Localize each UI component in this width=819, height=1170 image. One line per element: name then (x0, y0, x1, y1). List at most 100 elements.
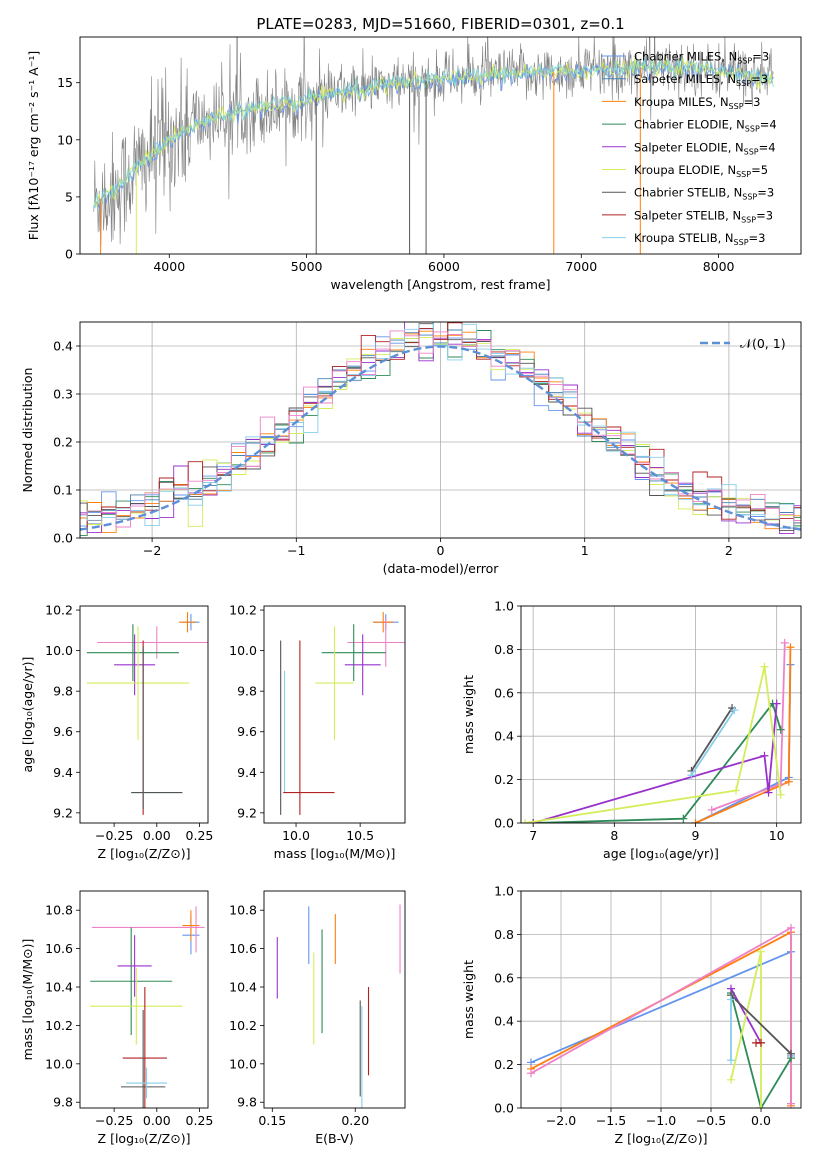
y-tick-label: 9.6 (237, 724, 257, 739)
age-vs-mass-axes: 10.0 10.5 9.2 9.4 9.6 9.8 10.0 10.2 mass [log₁₀(… (229, 603, 395, 861)
x-tick-label: 0.25 (186, 1113, 214, 1128)
x-tick-label: 0.20 (341, 1113, 369, 1128)
mass-vs-Z-points (90, 906, 205, 1108)
weight-marker (757, 947, 765, 956)
errorbar-point (90, 927, 173, 1036)
x-tick-label: 8 (610, 828, 618, 843)
y-tick-label: 10.6 (229, 941, 257, 956)
y-tick-label: 0.8 (494, 927, 514, 942)
x-tick-label: 7 (529, 828, 537, 843)
errorbar-point (178, 612, 197, 633)
y-axis-label: mass [log₁₀(M/M⊙)] (20, 939, 35, 1061)
errorbar-point (315, 626, 354, 740)
y-tick-label: 0.2 (494, 1057, 514, 1072)
weight-marker (764, 788, 773, 797)
y-tick-label: 10.0 (229, 1056, 257, 1071)
y-tick-label: 9.8 (237, 1095, 257, 1110)
y-axis-label: Normed distribution (20, 368, 35, 493)
x-tick-label: −2.0 (546, 1113, 576, 1128)
x-tick-label: 0.15 (258, 1113, 286, 1128)
y-tick-label: 10.8 (45, 903, 73, 918)
weight-marker (679, 814, 688, 823)
x-tick-label: 0.00 (143, 828, 171, 843)
x-tick-label: 1 (581, 543, 589, 558)
age-vs-Z-frame (79, 605, 209, 824)
legend-entry: Chabrier STELIB, NSSP=3 (634, 186, 774, 202)
legend-label: Chabrier STELIB, N (634, 186, 742, 200)
legend-suffix: =3 (752, 50, 769, 64)
legend-suffix: =4 (759, 140, 776, 154)
y-tick-label: 9.8 (237, 684, 257, 699)
legend-entry: Kroupa ELODIE, NSSP=5 (634, 163, 768, 179)
x-axis-label: mass [log₁₀(M/M⊙)] (274, 846, 396, 861)
y-tick-label: 0.6 (494, 970, 514, 985)
y-axis-label: mass weight (461, 960, 476, 1039)
x-tick-label: 5000 (291, 259, 323, 274)
y-tick-label: 10.0 (45, 1056, 73, 1071)
chart-title: PLATE=0283, MJD=51660, FIBERID=0301, z=0… (256, 15, 624, 33)
legend-entry: Salpeter ELODIE, NSSP=4 (634, 140, 776, 156)
spectrum-axes: 4000 5000 6000 7000 8000 0 5 10 15 wavelength [An… (26, 51, 735, 292)
y-tick-label: 10.8 (229, 903, 257, 918)
y-tick-label: 10.2 (229, 603, 257, 618)
legend-suffix: =3 (756, 208, 773, 222)
weight-vs-age-frame (520, 605, 802, 824)
legend-suffix: =3 (757, 186, 774, 200)
errorbar-point (126, 1067, 168, 1099)
errorbar-point (347, 618, 405, 667)
weight-marker (691, 819, 700, 823)
mass-vs-ebv-axes: 0.15 0.20 9.8 10.0 10.2 10.4 10.6 10.8 E(B-V) (229, 903, 369, 1146)
mass-vs-Z-axes: −0.25 0.00 0.25 9.8 10.0 10.2 10.4 10.6 10.8 Z [l… (20, 903, 213, 1146)
legend-suffix: =5 (751, 163, 768, 177)
y-tick-label: 0.8 (494, 642, 514, 657)
normal-curve (80, 345, 801, 531)
weight-marker (760, 662, 769, 671)
weight-marker (772, 699, 781, 708)
x-tick-label: −1.5 (596, 1113, 626, 1128)
weight-marker (757, 1038, 765, 1047)
y-tick-label: 9.2 (53, 805, 73, 820)
y-tick-label: 10.6 (45, 941, 73, 956)
weight-marker (727, 1056, 735, 1065)
spectrum-plot (93, 37, 774, 254)
weight-marker (732, 786, 741, 795)
y-tick-label: 9.8 (53, 684, 73, 699)
weight-series-line (532, 703, 778, 823)
age-vs-mass-frame (263, 605, 406, 824)
y-tick-label: 0.1 (53, 483, 73, 498)
x-tick-label: −0.25 (95, 1113, 133, 1128)
y-tick-label: 0.4 (494, 729, 514, 744)
histogram-series (80, 330, 801, 538)
legend-sub: SSP (729, 102, 744, 111)
x-tick-label: −1 (287, 543, 305, 558)
y-tick-label: 0.0 (53, 531, 73, 546)
y-tick-label: 10.4 (45, 980, 73, 995)
x-tick-label: 6000 (428, 259, 460, 274)
x-tick-label: −2 (143, 543, 161, 558)
y-tick-label: 10.4 (229, 980, 257, 995)
x-axis-label: Z [log₁₀(Z/Z⊙)] (98, 846, 191, 861)
residuals-axes: −2 −1 0 1 2 0.0 0.1 0.2 0.3 0.4 (data-model)/error… (20, 322, 801, 576)
x-tick-label: 10.5 (346, 828, 374, 843)
x-tick-label: 0.0 (751, 1113, 771, 1128)
spectrum-frame (79, 36, 802, 255)
errorbar-point (122, 987, 168, 1108)
weight-marker (727, 995, 735, 1004)
y-tick-label: 0.4 (494, 1014, 514, 1029)
y-tick-label: 0.3 (53, 387, 73, 402)
y-tick-label: 0.6 (494, 685, 514, 700)
legend-sub: SSP (741, 215, 756, 224)
x-axis-label: Z [log₁₀(Z/Z⊙)] (98, 1131, 191, 1146)
mass-vs-Z-frame (79, 890, 209, 1109)
age-vs-Z-axes: −0.25 0.00 0.25 9.2 9.4 9.6 9.8 10.0 10.2 Z [log₁… (20, 603, 213, 861)
legend-label: Chabrier ELODIE, N (634, 118, 745, 132)
age-vs-mass-points (280, 612, 405, 815)
weight-marker (707, 805, 716, 814)
weight-marker (784, 777, 793, 786)
mass-vs-ebv-points (276, 904, 401, 1108)
legend-sub: SSP (742, 193, 757, 202)
legend-label: Kroupa ELODIE, N (634, 163, 736, 177)
y-tick-label: 1.0 (494, 599, 514, 614)
weight-marker (776, 779, 785, 788)
legend-sub: SSP (737, 57, 752, 66)
